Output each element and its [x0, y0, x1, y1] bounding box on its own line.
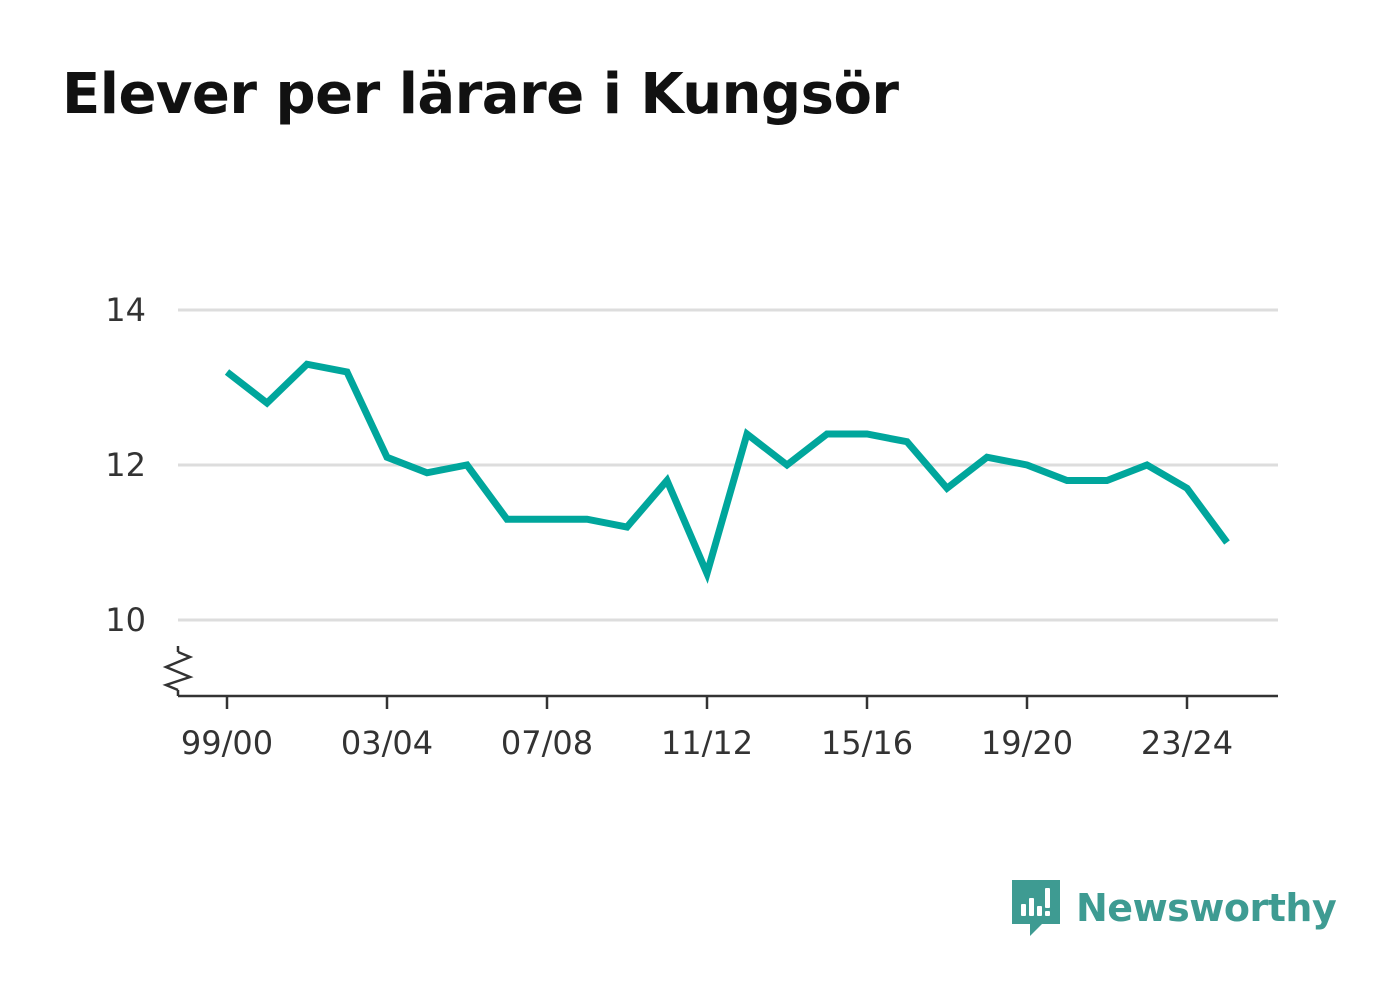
chart-title: Elever per lärare i Kungsör [62, 62, 899, 127]
y-tick-label: 12 [105, 446, 146, 484]
y-axis-break [162, 650, 194, 692]
y-tick-label: 14 [105, 291, 146, 329]
brand-name: Newsworthy [1076, 886, 1337, 930]
x-tick-label: 15/16 [821, 724, 913, 762]
series-line [224, 360, 1230, 584]
x-tick-label: 11/12 [661, 724, 753, 762]
x-tick-label: 99/00 [181, 724, 273, 762]
x-tick-label: 19/20 [981, 724, 1073, 762]
brand-logo: Newsworthy [1010, 878, 1337, 938]
series-layer [224, 360, 1230, 584]
x-tick-label: 03/04 [341, 724, 433, 762]
x-tick-label: 23/24 [1141, 724, 1233, 762]
x-axis: 99/00 03/04 07/08 11/12 15/16 19/20 23/24 [162, 646, 1278, 762]
newsworthy-logo-icon [1012, 880, 1060, 936]
x-tick-label: 07/08 [501, 724, 593, 762]
gridlines [178, 308, 1278, 622]
y-tick-label: 10 [105, 601, 146, 639]
y-axis-ticks: 10 12 14 [105, 291, 146, 639]
